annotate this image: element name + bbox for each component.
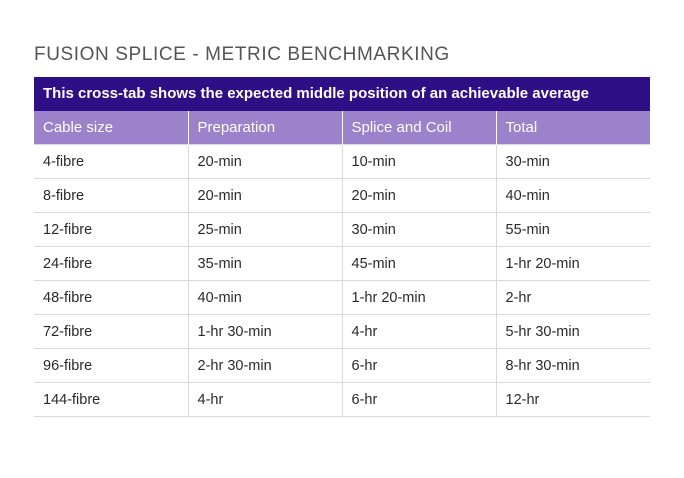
cell-total: 55-min [495,212,650,247]
cell-cable-size: 12-fibre [34,212,188,247]
cell-total: 5-hr 30-min [495,314,650,349]
cell-preparation: 2-hr 30-min [187,348,342,383]
cell-splice-and-coil: 45-min [341,246,496,281]
header-total: Total [495,111,650,145]
cell-preparation: 4-hr [187,382,342,417]
cell-preparation: 25-min [187,212,342,247]
page-title: FUSION SPLICE - METRIC BENCHMARKING [34,44,450,65]
header-cable-size: Cable size [34,111,188,145]
cell-preparation: 1-hr 30-min [187,314,342,349]
cell-cable-size: 72-fibre [34,314,188,349]
cell-cable-size: 24-fibre [34,246,188,281]
table-row: 8-fibre 20-min 20-min 40-min [34,178,650,213]
cell-splice-and-coil: 1-hr 20-min [341,280,496,315]
cell-splice-and-coil: 10-min [341,144,496,179]
cell-preparation: 20-min [187,178,342,213]
table-row: 48-fibre 40-min 1-hr 20-min 2-hr [34,280,650,315]
cell-total: 40-min [495,178,650,213]
cell-cable-size: 4-fibre [34,144,188,179]
table-row: 24-fibre 35-min 45-min 1-hr 20-min [34,246,650,281]
cell-splice-and-coil: 20-min [341,178,496,213]
cell-cable-size: 48-fibre [34,280,188,315]
cell-preparation: 20-min [187,144,342,179]
benchmark-table: Cable size Preparation Splice and Coil T… [34,111,650,417]
benchmark-table-container: This cross-tab shows the expected middle… [34,77,650,417]
cell-splice-and-coil: 30-min [341,212,496,247]
cell-total: 12-hr [495,382,650,417]
table-row: 144-fibre 4-hr 6-hr 12-hr [34,382,650,417]
table-row: 96-fibre 2-hr 30-min 6-hr 8-hr 30-min [34,348,650,383]
table-header-row: Cable size Preparation Splice and Coil T… [34,111,650,145]
cell-splice-and-coil: 6-hr [341,348,496,383]
cell-splice-and-coil: 6-hr [341,382,496,417]
table-row: 72-fibre 1-hr 30-min 4-hr 5-hr 30-min [34,314,650,349]
table-row: 12-fibre 25-min 30-min 55-min [34,212,650,247]
cell-total: 1-hr 20-min [495,246,650,281]
cell-total: 2-hr [495,280,650,315]
cell-preparation: 40-min [187,280,342,315]
header-splice-and-coil: Splice and Coil [341,111,496,145]
cell-total: 8-hr 30-min [495,348,650,383]
cell-total: 30-min [495,144,650,179]
cell-cable-size: 144-fibre [34,382,188,417]
cell-cable-size: 96-fibre [34,348,188,383]
table-banner: This cross-tab shows the expected middle… [34,77,650,111]
cell-cable-size: 8-fibre [34,178,188,213]
header-preparation: Preparation [187,111,342,145]
table-row: 4-fibre 20-min 10-min 30-min [34,144,650,179]
cell-preparation: 35-min [187,246,342,281]
cell-splice-and-coil: 4-hr [341,314,496,349]
